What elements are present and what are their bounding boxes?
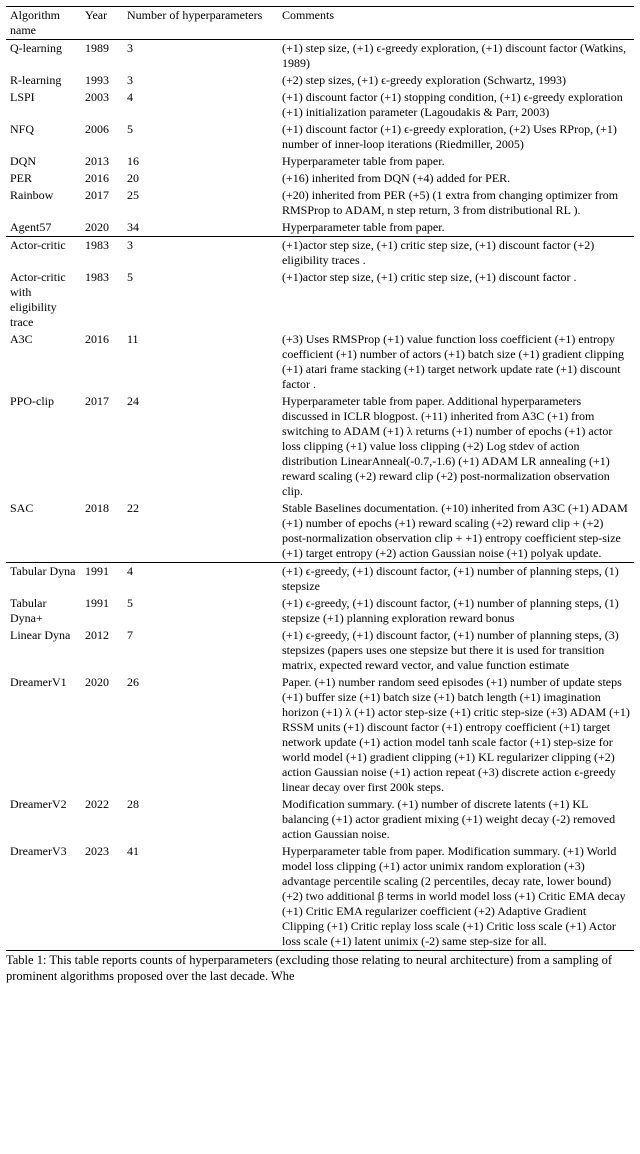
algo-year: 2012 bbox=[81, 627, 123, 674]
algo-year: 2003 bbox=[81, 89, 123, 121]
algo-comments: Modification summary. (+1) number of dis… bbox=[278, 796, 634, 843]
algo-name: R-learning bbox=[6, 72, 81, 89]
algo-comments: Stable Baselines documentation. (+10) in… bbox=[278, 500, 634, 563]
header-name: Algorithm name bbox=[6, 7, 81, 40]
algo-nh: 22 bbox=[123, 500, 278, 563]
hyperparam-table: Algorithm nameYearNumber of hyperparamet… bbox=[6, 6, 634, 951]
algo-name: Actor-critic with eligibility trace bbox=[6, 269, 81, 331]
algo-nh: 4 bbox=[123, 89, 278, 121]
algo-year: 1991 bbox=[81, 595, 123, 627]
algo-year: 2013 bbox=[81, 153, 123, 170]
algo-name: PER bbox=[6, 170, 81, 187]
algo-name: SAC bbox=[6, 500, 81, 563]
algo-comments: (+1) ϵ-greedy, (+1) discount factor, (+1… bbox=[278, 595, 634, 627]
algo-nh: 26 bbox=[123, 674, 278, 796]
algo-comments: (+3) Uses RMSProp (+1) value function lo… bbox=[278, 331, 634, 393]
algo-name: Linear Dyna bbox=[6, 627, 81, 674]
algo-nh: 3 bbox=[123, 40, 278, 73]
algo-comments: Hyperparameter table from paper. Modific… bbox=[278, 843, 634, 951]
algo-year: 2022 bbox=[81, 796, 123, 843]
algo-nh: 5 bbox=[123, 595, 278, 627]
algo-comments: (+1)actor step size, (+1) critic step si… bbox=[278, 269, 634, 331]
algo-nh: 5 bbox=[123, 121, 278, 153]
algo-year: 2020 bbox=[81, 674, 123, 796]
header-nh: Number of hyperparameters bbox=[123, 7, 278, 40]
algo-year: 2006 bbox=[81, 121, 123, 153]
algo-comments: Hyperparameter table from paper. Additio… bbox=[278, 393, 634, 500]
algo-nh: 20 bbox=[123, 170, 278, 187]
algo-name: PPO-clip bbox=[6, 393, 81, 500]
algo-comments: (+16) inherited from DQN (+4) added for … bbox=[278, 170, 634, 187]
algo-name: A3C bbox=[6, 331, 81, 393]
algo-nh: 3 bbox=[123, 72, 278, 89]
algo-nh: 34 bbox=[123, 219, 278, 237]
algo-comments: (+1) discount factor (+1) ϵ-greedy explo… bbox=[278, 121, 634, 153]
algo-comments: (+1)actor step size, (+1) critic step si… bbox=[278, 237, 634, 270]
algo-year: 2017 bbox=[81, 187, 123, 219]
algo-year: 2020 bbox=[81, 219, 123, 237]
algo-year: 1989 bbox=[81, 40, 123, 73]
algo-comments: (+1) step size, (+1) ϵ-greedy exploratio… bbox=[278, 40, 634, 73]
algo-comments: (+20) inherited from PER (+5) (1 extra f… bbox=[278, 187, 634, 219]
algo-year: 1991 bbox=[81, 563, 123, 596]
algo-name: Tabular Dyna+ bbox=[6, 595, 81, 627]
algo-name: Q-learning bbox=[6, 40, 81, 73]
algo-year: 2016 bbox=[81, 170, 123, 187]
algo-name: DQN bbox=[6, 153, 81, 170]
header-year: Year bbox=[81, 7, 123, 40]
algo-comments: (+2) step sizes, (+1) ϵ-greedy explorati… bbox=[278, 72, 634, 89]
algo-comments: (+1) ϵ-greedy, (+1) discount factor, (+1… bbox=[278, 563, 634, 596]
algo-name: DreamerV3 bbox=[6, 843, 81, 951]
algo-year: 2018 bbox=[81, 500, 123, 563]
algo-nh: 11 bbox=[123, 331, 278, 393]
algo-year: 1993 bbox=[81, 72, 123, 89]
algo-year: 2016 bbox=[81, 331, 123, 393]
algo-name: Rainbow bbox=[6, 187, 81, 219]
algo-name: DreamerV1 bbox=[6, 674, 81, 796]
algo-year: 1983 bbox=[81, 269, 123, 331]
algo-year: 2017 bbox=[81, 393, 123, 500]
algo-nh: 5 bbox=[123, 269, 278, 331]
algo-nh: 41 bbox=[123, 843, 278, 951]
algo-name: NFQ bbox=[6, 121, 81, 153]
algo-nh: 16 bbox=[123, 153, 278, 170]
algo-comments: Hyperparameter table from paper. bbox=[278, 153, 634, 170]
algo-nh: 28 bbox=[123, 796, 278, 843]
table-caption: Table 1: This table reports counts of hy… bbox=[6, 953, 634, 984]
algo-name: LSPI bbox=[6, 89, 81, 121]
algo-comments: (+1) ϵ-greedy, (+1) discount factor, (+1… bbox=[278, 627, 634, 674]
algo-name: DreamerV2 bbox=[6, 796, 81, 843]
algo-comments: Paper. (+1) number random seed episodes … bbox=[278, 674, 634, 796]
algo-name: Agent57 bbox=[6, 219, 81, 237]
algo-name: Tabular Dyna bbox=[6, 563, 81, 596]
algo-comments: Hyperparameter table from paper. bbox=[278, 219, 634, 237]
algo-name: Actor-critic bbox=[6, 237, 81, 270]
header-comments: Comments bbox=[278, 7, 634, 40]
algo-nh: 3 bbox=[123, 237, 278, 270]
algo-comments: (+1) discount factor (+1) stopping condi… bbox=[278, 89, 634, 121]
algo-nh: 24 bbox=[123, 393, 278, 500]
algo-nh: 25 bbox=[123, 187, 278, 219]
algo-year: 1983 bbox=[81, 237, 123, 270]
algo-nh: 4 bbox=[123, 563, 278, 596]
algo-nh: 7 bbox=[123, 627, 278, 674]
algo-year: 2023 bbox=[81, 843, 123, 951]
